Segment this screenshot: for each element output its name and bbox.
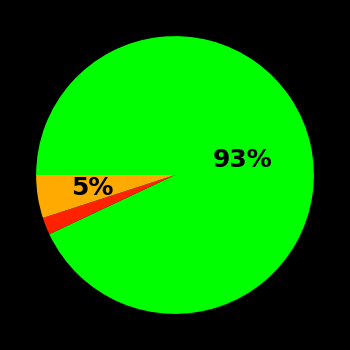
Wedge shape [36, 36, 314, 314]
Wedge shape [36, 175, 175, 218]
Wedge shape [43, 175, 175, 234]
Text: 93%: 93% [213, 148, 273, 172]
Text: 5%: 5% [71, 176, 114, 200]
